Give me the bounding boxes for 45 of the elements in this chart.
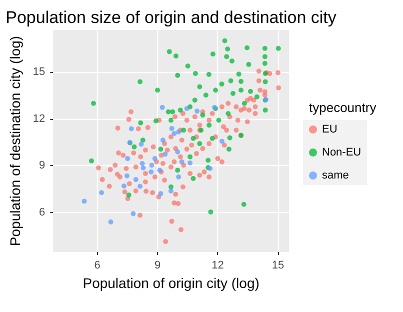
chart-title: Population size of origin and destination city: [6, 8, 337, 27]
point: [140, 165, 146, 170]
point: [188, 160, 193, 166]
y-tick-label: 12: [32, 112, 46, 125]
x-tick-label: 12: [212, 260, 224, 272]
x-tick-label: 15: [272, 260, 284, 272]
legend-label: same: [322, 170, 349, 182]
y-tick-label: 15: [32, 66, 46, 78]
point: [158, 191, 164, 196]
point: [175, 149, 180, 154]
point: [138, 142, 144, 147]
point: [169, 126, 174, 131]
point: [99, 190, 104, 196]
x-axis-title: Population of origin city (log): [82, 274, 260, 291]
point: [172, 130, 177, 136]
point: [194, 108, 200, 114]
y-tick-label: 9: [39, 160, 46, 172]
point: [124, 173, 130, 178]
y-axis-title: Population of destination city (log): [7, 36, 23, 246]
point: [219, 138, 224, 144]
point: [128, 126, 134, 132]
point: [162, 152, 168, 157]
legend-title: typecountry: [309, 100, 377, 115]
y-tick-label: 6: [39, 206, 46, 218]
point: [108, 219, 114, 224]
legend-label: Non-EU: [322, 146, 362, 158]
point: [160, 138, 166, 143]
point: [130, 211, 136, 216]
x-tick-label: 6: [94, 260, 100, 272]
point: [184, 106, 190, 112]
point: [179, 159, 184, 164]
point: [138, 184, 143, 189]
point: [176, 174, 182, 180]
point: [122, 183, 126, 188]
point: [125, 156, 130, 162]
point: [148, 169, 154, 174]
point: [82, 198, 87, 204]
point: [133, 177, 138, 182]
point: [160, 104, 165, 110]
legend-label: EU: [322, 124, 338, 136]
x-tick-label: 9: [154, 260, 161, 272]
point: [149, 162, 154, 168]
point: [152, 156, 158, 162]
point: [140, 161, 145, 166]
point: [168, 188, 174, 194]
